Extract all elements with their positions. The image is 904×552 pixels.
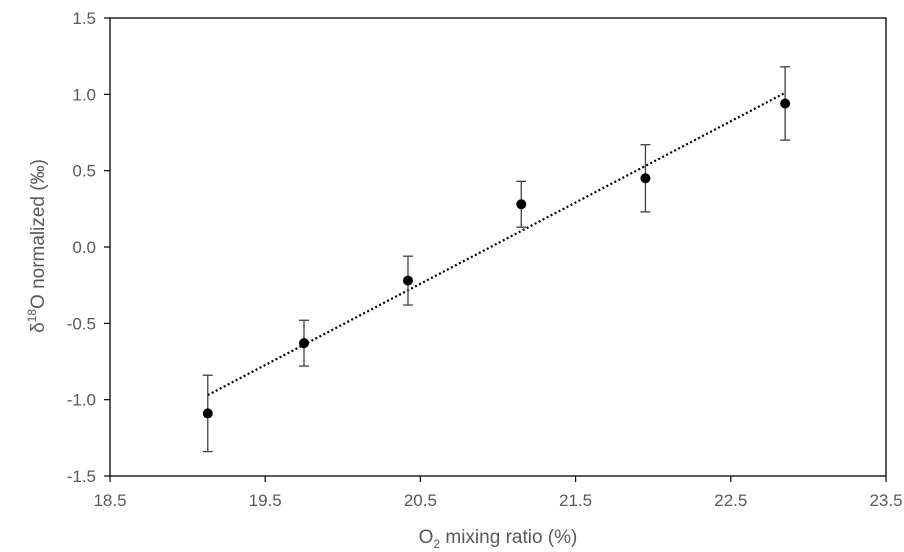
y-tick-label: 1.5 — [72, 9, 96, 28]
y-axis-label: δ18O normalized (‰) — [25, 159, 49, 333]
y-tick-label: 1.0 — [72, 85, 96, 104]
error-bars — [202, 66, 791, 453]
plot-area-border — [109, 17, 887, 477]
y-tick-label: -1.0 — [67, 391, 96, 410]
y-axis-tick-labels: 1.5 1.0 0.5 0.0 -0.5 -1.0 -1.5 — [67, 9, 110, 486]
data-point — [516, 199, 527, 210]
data-point — [299, 338, 309, 349]
y-tick-label: 0.5 — [72, 162, 96, 181]
x-tick-label: 18.5 — [93, 491, 126, 510]
data-point — [402, 275, 413, 286]
data-points — [202, 98, 791, 419]
y-tick-label: -1.5 — [67, 467, 96, 486]
x-tick-label: 19.5 — [249, 491, 282, 510]
x-tick-label: 23.5 — [869, 491, 902, 510]
y-tick-label: -0.5 — [67, 314, 96, 333]
trendline-group — [207, 91, 786, 397]
x-tick-label: 22.5 — [714, 491, 747, 510]
data-point — [202, 408, 213, 419]
data-point — [780, 98, 791, 109]
x-axis-label: O2 mixing ratio (%) — [419, 527, 578, 551]
x-tick-label: 21.5 — [559, 491, 592, 510]
x-tick-label: 20.5 — [404, 491, 437, 510]
x-axis-tick-labels: 18.5 19.5 20.5 21.5 22.5 23.5 — [93, 476, 903, 510]
trendline — [207, 91, 786, 397]
y-tick-label: 0.0 — [72, 238, 96, 257]
data-point — [640, 173, 651, 184]
